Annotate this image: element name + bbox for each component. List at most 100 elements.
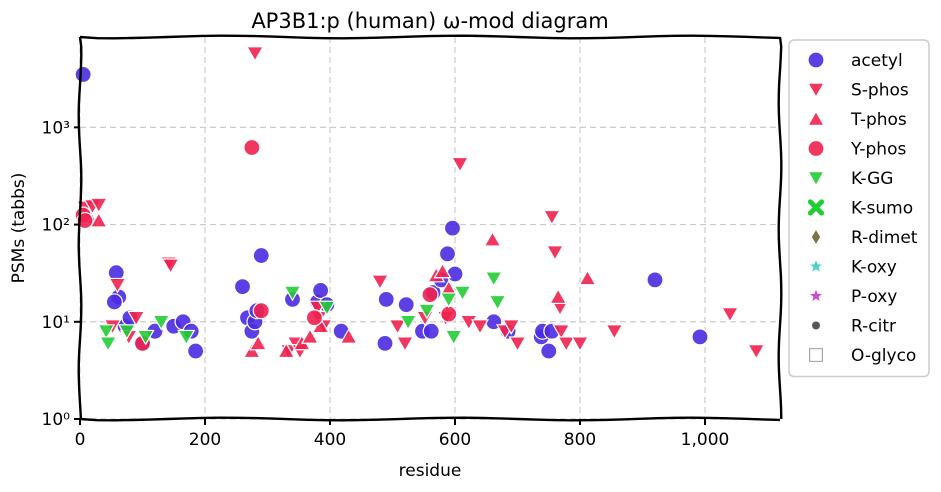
data-point-acetyl xyxy=(105,293,123,311)
data-point-s-phos xyxy=(108,277,127,294)
data-point-acetyl xyxy=(252,246,270,265)
data-point-k-gg xyxy=(283,285,302,302)
data-point-acetyl xyxy=(422,322,440,340)
x-axis-ticks: 0 200 400 600 800 1,000 xyxy=(75,419,730,450)
legend: acetyl S-phos T-phos Y-phos K-GG K-sumo R-dime… xyxy=(788,39,930,378)
x-tick-label: 800 xyxy=(564,430,596,450)
data-point-acetyl xyxy=(377,290,395,308)
data-point-acetyl xyxy=(74,65,92,84)
y-tick-label: 10⁰ xyxy=(42,410,71,430)
data-point-k-gg xyxy=(399,314,418,331)
data-point-acetyl xyxy=(540,342,558,360)
data-point-s-phos xyxy=(747,344,766,360)
y-axis-label: PSMs (tabbs) xyxy=(9,173,29,284)
y-axis-ticks: 10⁰ 10¹ 10² 10³ xyxy=(42,118,80,430)
data-point-s-phos xyxy=(557,336,576,353)
data-point-k-gg xyxy=(117,324,136,341)
legend-label: T-phos xyxy=(850,110,907,130)
x-tick-label: 1,000 xyxy=(681,430,730,450)
data-point-y-phos xyxy=(305,309,323,327)
legend-box xyxy=(788,39,930,378)
data-points xyxy=(74,46,766,360)
data-point-s-phos xyxy=(395,336,415,353)
data-point-y-phos xyxy=(440,305,458,323)
data-point-s-phos xyxy=(502,319,521,336)
data-point-k-gg xyxy=(488,294,507,311)
data-point-k-gg xyxy=(439,292,458,309)
data-point-acetyl xyxy=(446,265,464,283)
data-point-t-phos xyxy=(277,342,296,359)
data-point-s-phos xyxy=(388,319,407,336)
legend-marker-k-oxy xyxy=(806,256,826,275)
data-point-acetyl xyxy=(312,281,330,300)
data-point-acetyl xyxy=(443,219,462,237)
y-tick-label: 10³ xyxy=(42,118,70,138)
x-axis-label: residue xyxy=(399,461,462,481)
data-point-t-phos xyxy=(549,288,568,304)
axis-spine xyxy=(77,36,83,420)
data-point-s-phos xyxy=(450,156,470,173)
chart-title: AP3B1:p (human) ω-mod diagram xyxy=(251,9,608,33)
data-point-y-phos xyxy=(243,138,261,157)
legend-label: Y-phos xyxy=(850,140,906,160)
legend-marker-p-oxy xyxy=(806,286,826,304)
data-point-s-phos xyxy=(508,336,527,353)
data-point-s-phos xyxy=(370,274,390,291)
legend-marker-r-dimet xyxy=(810,227,822,247)
data-point-t-phos xyxy=(89,211,108,228)
data-point-y-phos xyxy=(76,211,94,230)
legend-marker-acetyl xyxy=(807,51,825,69)
axis-spine xyxy=(777,36,783,420)
data-point-s-phos xyxy=(89,197,108,214)
data-point-t-phos xyxy=(242,342,261,359)
data-point-acetyl xyxy=(397,296,415,314)
data-point-acetyl xyxy=(646,271,664,289)
data-point-k-gg xyxy=(97,324,116,341)
data-point-s-phos xyxy=(245,46,265,62)
data-point-k-gg xyxy=(417,303,436,320)
x-tick-label: 400 xyxy=(314,430,346,450)
data-point-k-gg xyxy=(317,300,336,317)
legend-marker-o-glyco xyxy=(808,348,823,363)
data-point-s-phos xyxy=(720,307,740,323)
data-point-s-phos xyxy=(545,245,565,261)
data-point-s-phos xyxy=(570,336,590,353)
legend-marker-k-sumo xyxy=(807,199,825,216)
data-point-k-gg xyxy=(177,329,196,346)
data-point-t-phos xyxy=(300,328,320,344)
y-tick-label: 10¹ xyxy=(42,313,70,333)
data-point-s-phos xyxy=(542,209,561,226)
legend-marker-r-citr xyxy=(812,321,820,330)
legend-label: R-dimet xyxy=(851,228,918,248)
data-point-acetyl xyxy=(691,328,709,346)
data-point-t-phos xyxy=(339,328,358,344)
legend-label: K-GG xyxy=(851,169,893,189)
data-point-s-phos xyxy=(127,310,146,327)
data-point-acetyl xyxy=(438,245,457,263)
legend-label: O-glyco xyxy=(851,346,916,366)
grid xyxy=(79,37,780,420)
data-point-y-phos xyxy=(421,286,439,304)
axis-spine xyxy=(79,34,781,40)
data-point-s-phos xyxy=(161,258,180,275)
legend-label: acetyl xyxy=(851,51,903,71)
data-point-k-gg xyxy=(484,271,503,288)
data-point-s-phos xyxy=(552,324,571,341)
legend-label: P-oxy xyxy=(851,287,897,307)
legend-label: R-citr xyxy=(851,317,896,337)
y-tick-label: 10² xyxy=(42,216,70,236)
data-point-t-phos xyxy=(249,334,268,351)
data-point-t-phos xyxy=(578,269,597,286)
legend-label: K-oxy xyxy=(851,258,897,278)
legend-marker-t-phos xyxy=(806,110,826,127)
legend-marker-s-phos xyxy=(806,82,826,99)
legend-label: K-sumo xyxy=(851,199,913,219)
plot-frame xyxy=(77,34,783,422)
x-tick-label: 0 xyxy=(75,430,86,450)
data-point-t-phos xyxy=(483,230,502,247)
x-tick-label: 200 xyxy=(189,430,221,450)
data-point-k-gg xyxy=(136,329,155,346)
x-tick-label: 600 xyxy=(439,430,471,450)
data-point-acetyl xyxy=(187,342,205,360)
